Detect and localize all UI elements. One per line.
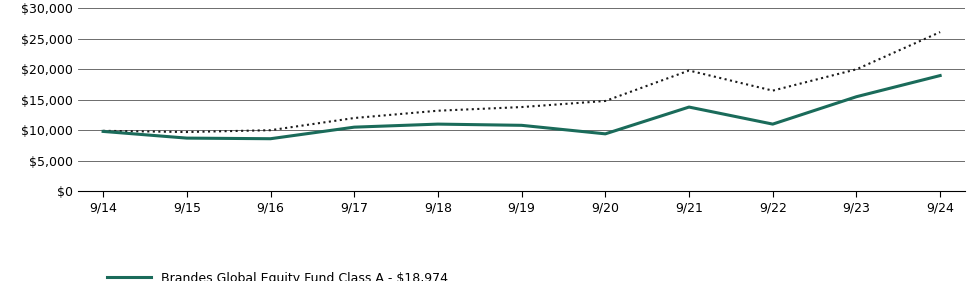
Legend: Brandes Global Equity Fund Class A - $18,974, MSCI World Index - $26,114: Brandes Global Equity Fund Class A - $18… [102,267,452,281]
